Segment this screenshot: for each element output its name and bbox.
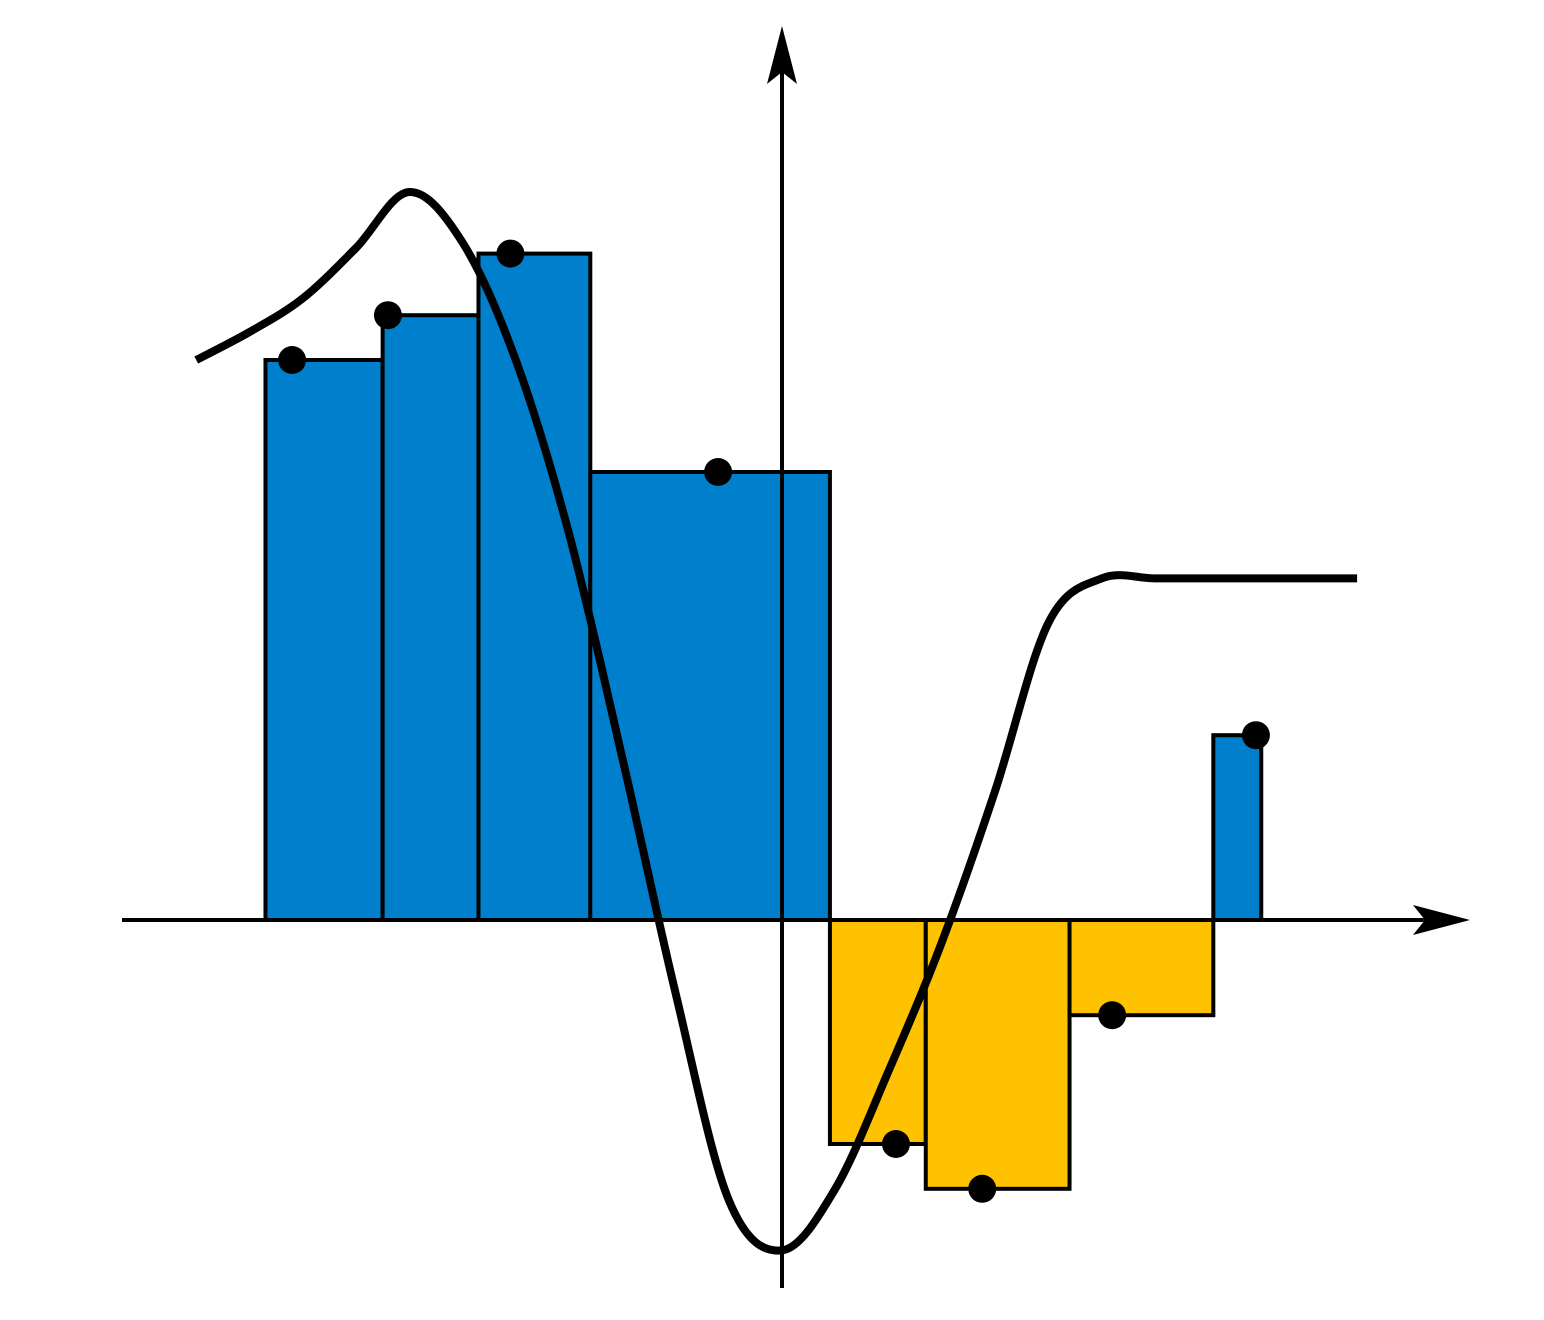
- riemann-rect-4: [588, 470, 832, 922]
- sample-point-7: [1098, 1001, 1127, 1030]
- riemann-rect-8: [1211, 733, 1264, 923]
- sample-point-2: [373, 301, 402, 330]
- riemann-rect-2: [380, 313, 481, 922]
- sample-point-3: [496, 239, 525, 268]
- riemann-rect-1: [263, 358, 385, 922]
- riemann-rect-5: [827, 918, 928, 1146]
- y-axis-arrow-icon: [767, 26, 797, 84]
- rectangles-layer: [263, 251, 1264, 1191]
- riemann-rect-6: [923, 918, 1072, 1191]
- function-curve: [194, 188, 1358, 1255]
- curve-layer: [194, 188, 1358, 1255]
- x-axis-arrow-icon: [1413, 905, 1470, 935]
- sample-point-6: [968, 1174, 997, 1203]
- sample-point-4: [704, 458, 733, 486]
- axes-layer: [122, 26, 1470, 1288]
- sample-point-8: [1241, 721, 1270, 750]
- riemann-rect-7: [1067, 918, 1216, 1018]
- riemann-rect-3: [476, 251, 593, 923]
- sample-point-1: [278, 346, 307, 374]
- sample-points-layer: [278, 239, 1270, 1203]
- sample-point-5: [881, 1130, 910, 1158]
